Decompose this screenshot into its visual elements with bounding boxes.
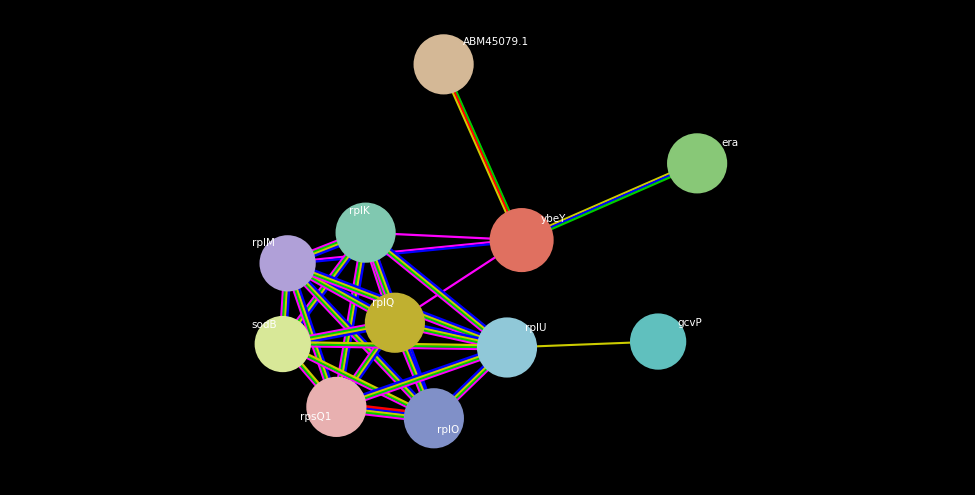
- Text: gcvP: gcvP: [678, 318, 702, 328]
- Text: rplM: rplM: [252, 239, 274, 248]
- Ellipse shape: [366, 294, 424, 352]
- Ellipse shape: [260, 236, 315, 291]
- Ellipse shape: [478, 318, 536, 377]
- Text: ybeY: ybeY: [541, 214, 566, 224]
- Ellipse shape: [405, 389, 463, 447]
- Ellipse shape: [255, 317, 310, 371]
- Ellipse shape: [631, 314, 685, 369]
- Text: rplQ: rplQ: [372, 298, 395, 308]
- Text: era: era: [722, 139, 739, 148]
- Ellipse shape: [414, 35, 473, 94]
- Ellipse shape: [668, 134, 726, 193]
- Text: rplO: rplO: [437, 425, 459, 435]
- Ellipse shape: [336, 203, 395, 262]
- Text: rplK: rplK: [349, 206, 370, 216]
- Text: rplU: rplU: [525, 323, 546, 333]
- Text: sodB: sodB: [252, 320, 277, 330]
- Text: ABM45079.1: ABM45079.1: [463, 37, 529, 47]
- Text: rpsQ1: rpsQ1: [300, 412, 332, 422]
- Ellipse shape: [490, 209, 553, 271]
- Ellipse shape: [307, 378, 366, 436]
